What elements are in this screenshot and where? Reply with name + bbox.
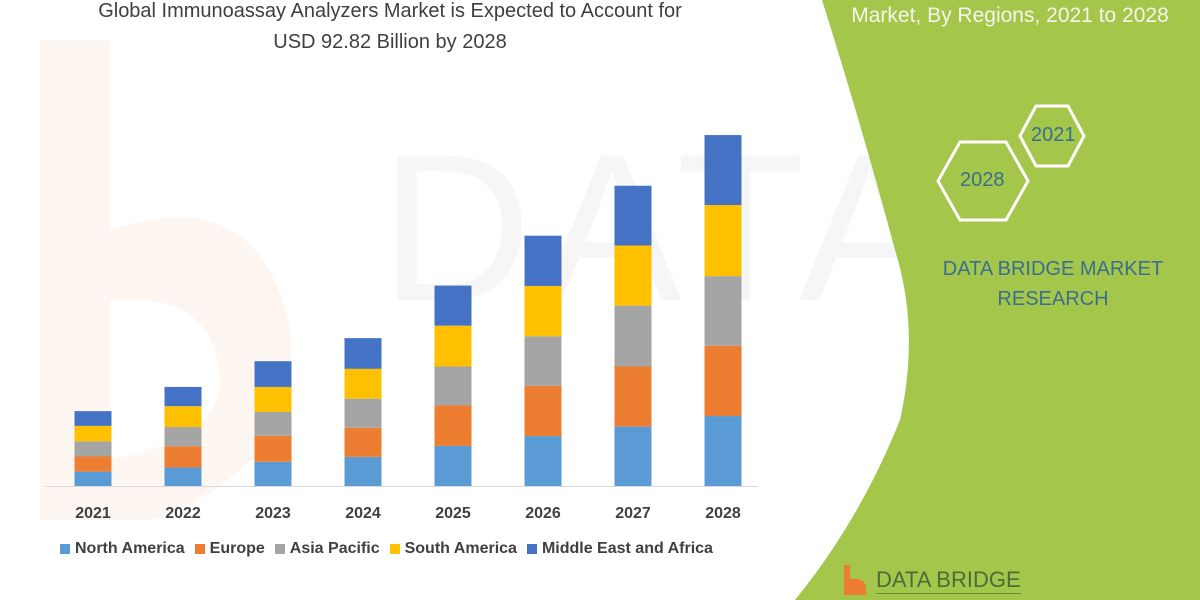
legend-swatch — [526, 544, 537, 554]
bar-segment-2027-north-america — [614, 426, 652, 486]
bar-segment-2025-asia-pacific — [434, 366, 472, 406]
logo-b-icon — [844, 565, 866, 595]
bar-segment-2026-north-america — [524, 436, 562, 486]
x-tick-label: 2023 — [255, 505, 291, 522]
bar-segment-2022-middle-east-and-africa — [164, 386, 202, 407]
stacked-bar-chart: 2021 2022 2023 2024 2025 2026 2027 2028 — [45, 135, 758, 522]
hex-year-2021: 2021 — [1031, 124, 1076, 146]
panel-subtitle: Market, By Regions, 2021 to 2028 — [851, 4, 1169, 27]
bar-segment-2023-europe — [254, 435, 292, 462]
bar-segment-2028-north-america — [704, 416, 742, 486]
legend-swatch — [194, 544, 205, 554]
bar-segment-2022-asia-pacific — [164, 427, 202, 447]
bar-segment-2025-north-america — [434, 445, 472, 486]
hexagon-2028 — [936, 140, 1030, 222]
brand-line-2: RESEARCH — [997, 288, 1109, 310]
bar-segment-2028-middle-east-and-africa — [704, 135, 742, 206]
legend-item: Asia Pacific — [274, 540, 380, 558]
chart-title-line-2: USD 92.82 Billion by 2028 — [273, 31, 507, 53]
x-tick-label: 2022 — [165, 505, 201, 522]
bar-segment-2027-europe — [614, 366, 652, 427]
bar-segment-2022-south-america — [164, 406, 202, 428]
bar-segment-2021-middle-east-and-africa — [74, 411, 112, 426]
legend-label: South America — [404, 540, 517, 557]
x-tick-label: 2024 — [345, 505, 381, 522]
data-bridge-logo: DATA BRIDGE — [840, 565, 1021, 595]
bar-segment-2027-asia-pacific — [614, 305, 652, 367]
legend-item: South America — [389, 540, 517, 558]
bar-segment-2022-europe — [164, 446, 202, 468]
brand-line-1: DATA BRIDGE MARKET — [942, 258, 1164, 280]
bar-segment-2021-europe — [74, 456, 112, 472]
legend-label: North America — [75, 540, 185, 557]
bar-segment-2027-middle-east-and-africa — [614, 185, 652, 246]
legend-item: Europe — [194, 540, 265, 558]
bar-segment-2025-middle-east-and-africa — [434, 285, 472, 326]
logo-text: DATA BRIDGE — [876, 566, 1021, 594]
legend-label: Asia Pacific — [289, 540, 380, 557]
hex-year-2028: 2028 — [960, 169, 1005, 191]
bar-segment-2024-asia-pacific — [344, 398, 382, 428]
bar-segment-2026-south-america — [524, 285, 562, 337]
x-tick-label: 2025 — [435, 505, 471, 522]
bar-segment-2026-middle-east-and-africa — [524, 235, 562, 286]
bar-segment-2022-north-america — [164, 467, 202, 486]
bar-segment-2021-south-america — [74, 425, 112, 442]
x-tick-label: 2027 — [615, 505, 651, 522]
bar-segment-2024-north-america — [344, 456, 382, 486]
bar-segment-2026-europe — [524, 385, 562, 437]
legend-swatch — [274, 544, 285, 554]
legend-label: Middle East and Africa — [541, 540, 713, 557]
legend: North America Europe Asia Pacific South Ame… — [60, 540, 713, 558]
bar-segment-2028-europe — [704, 345, 742, 417]
bar-segment-2025-europe — [434, 405, 472, 446]
bar-segment-2024-south-america — [344, 368, 382, 399]
bar-segment-2028-south-america — [704, 205, 742, 277]
legend-item: North America — [60, 540, 185, 558]
brand-text: DATA BRIDGE MARKET RESEARCH — [920, 254, 1186, 314]
bar-segment-2024-europe — [344, 427, 382, 457]
bar-segment-2023-middle-east-and-africa — [254, 361, 292, 387]
legend-swatch — [60, 544, 70, 554]
bar-segment-2021-north-america — [74, 471, 112, 486]
chart-title-line-1: Global Immunoassay Analyzers Market is E… — [98, 0, 682, 22]
bar-segment-2027-south-america — [614, 245, 652, 306]
green-panel — [795, 0, 1200, 600]
bar-segment-2023-asia-pacific — [254, 411, 292, 436]
bar-segment-2023-south-america — [254, 386, 292, 412]
legend-swatch — [389, 544, 400, 554]
bar-segment-2028-asia-pacific — [704, 276, 742, 346]
hexagon-2021 — [1018, 104, 1086, 168]
x-tick-label: 2028 — [705, 505, 741, 522]
x-tick-label: 2021 — [75, 505, 111, 522]
bar-segment-2025-south-america — [434, 325, 472, 367]
bar-segment-2021-asia-pacific — [74, 441, 112, 457]
legend-label: Europe — [209, 540, 265, 557]
bar-segment-2026-asia-pacific — [524, 336, 562, 386]
bar-segment-2023-north-america — [254, 461, 292, 486]
legend-item: Middle East and Africa — [526, 540, 713, 558]
x-tick-label: 2026 — [525, 505, 561, 522]
bar-segment-2024-middle-east-and-africa — [344, 338, 382, 369]
